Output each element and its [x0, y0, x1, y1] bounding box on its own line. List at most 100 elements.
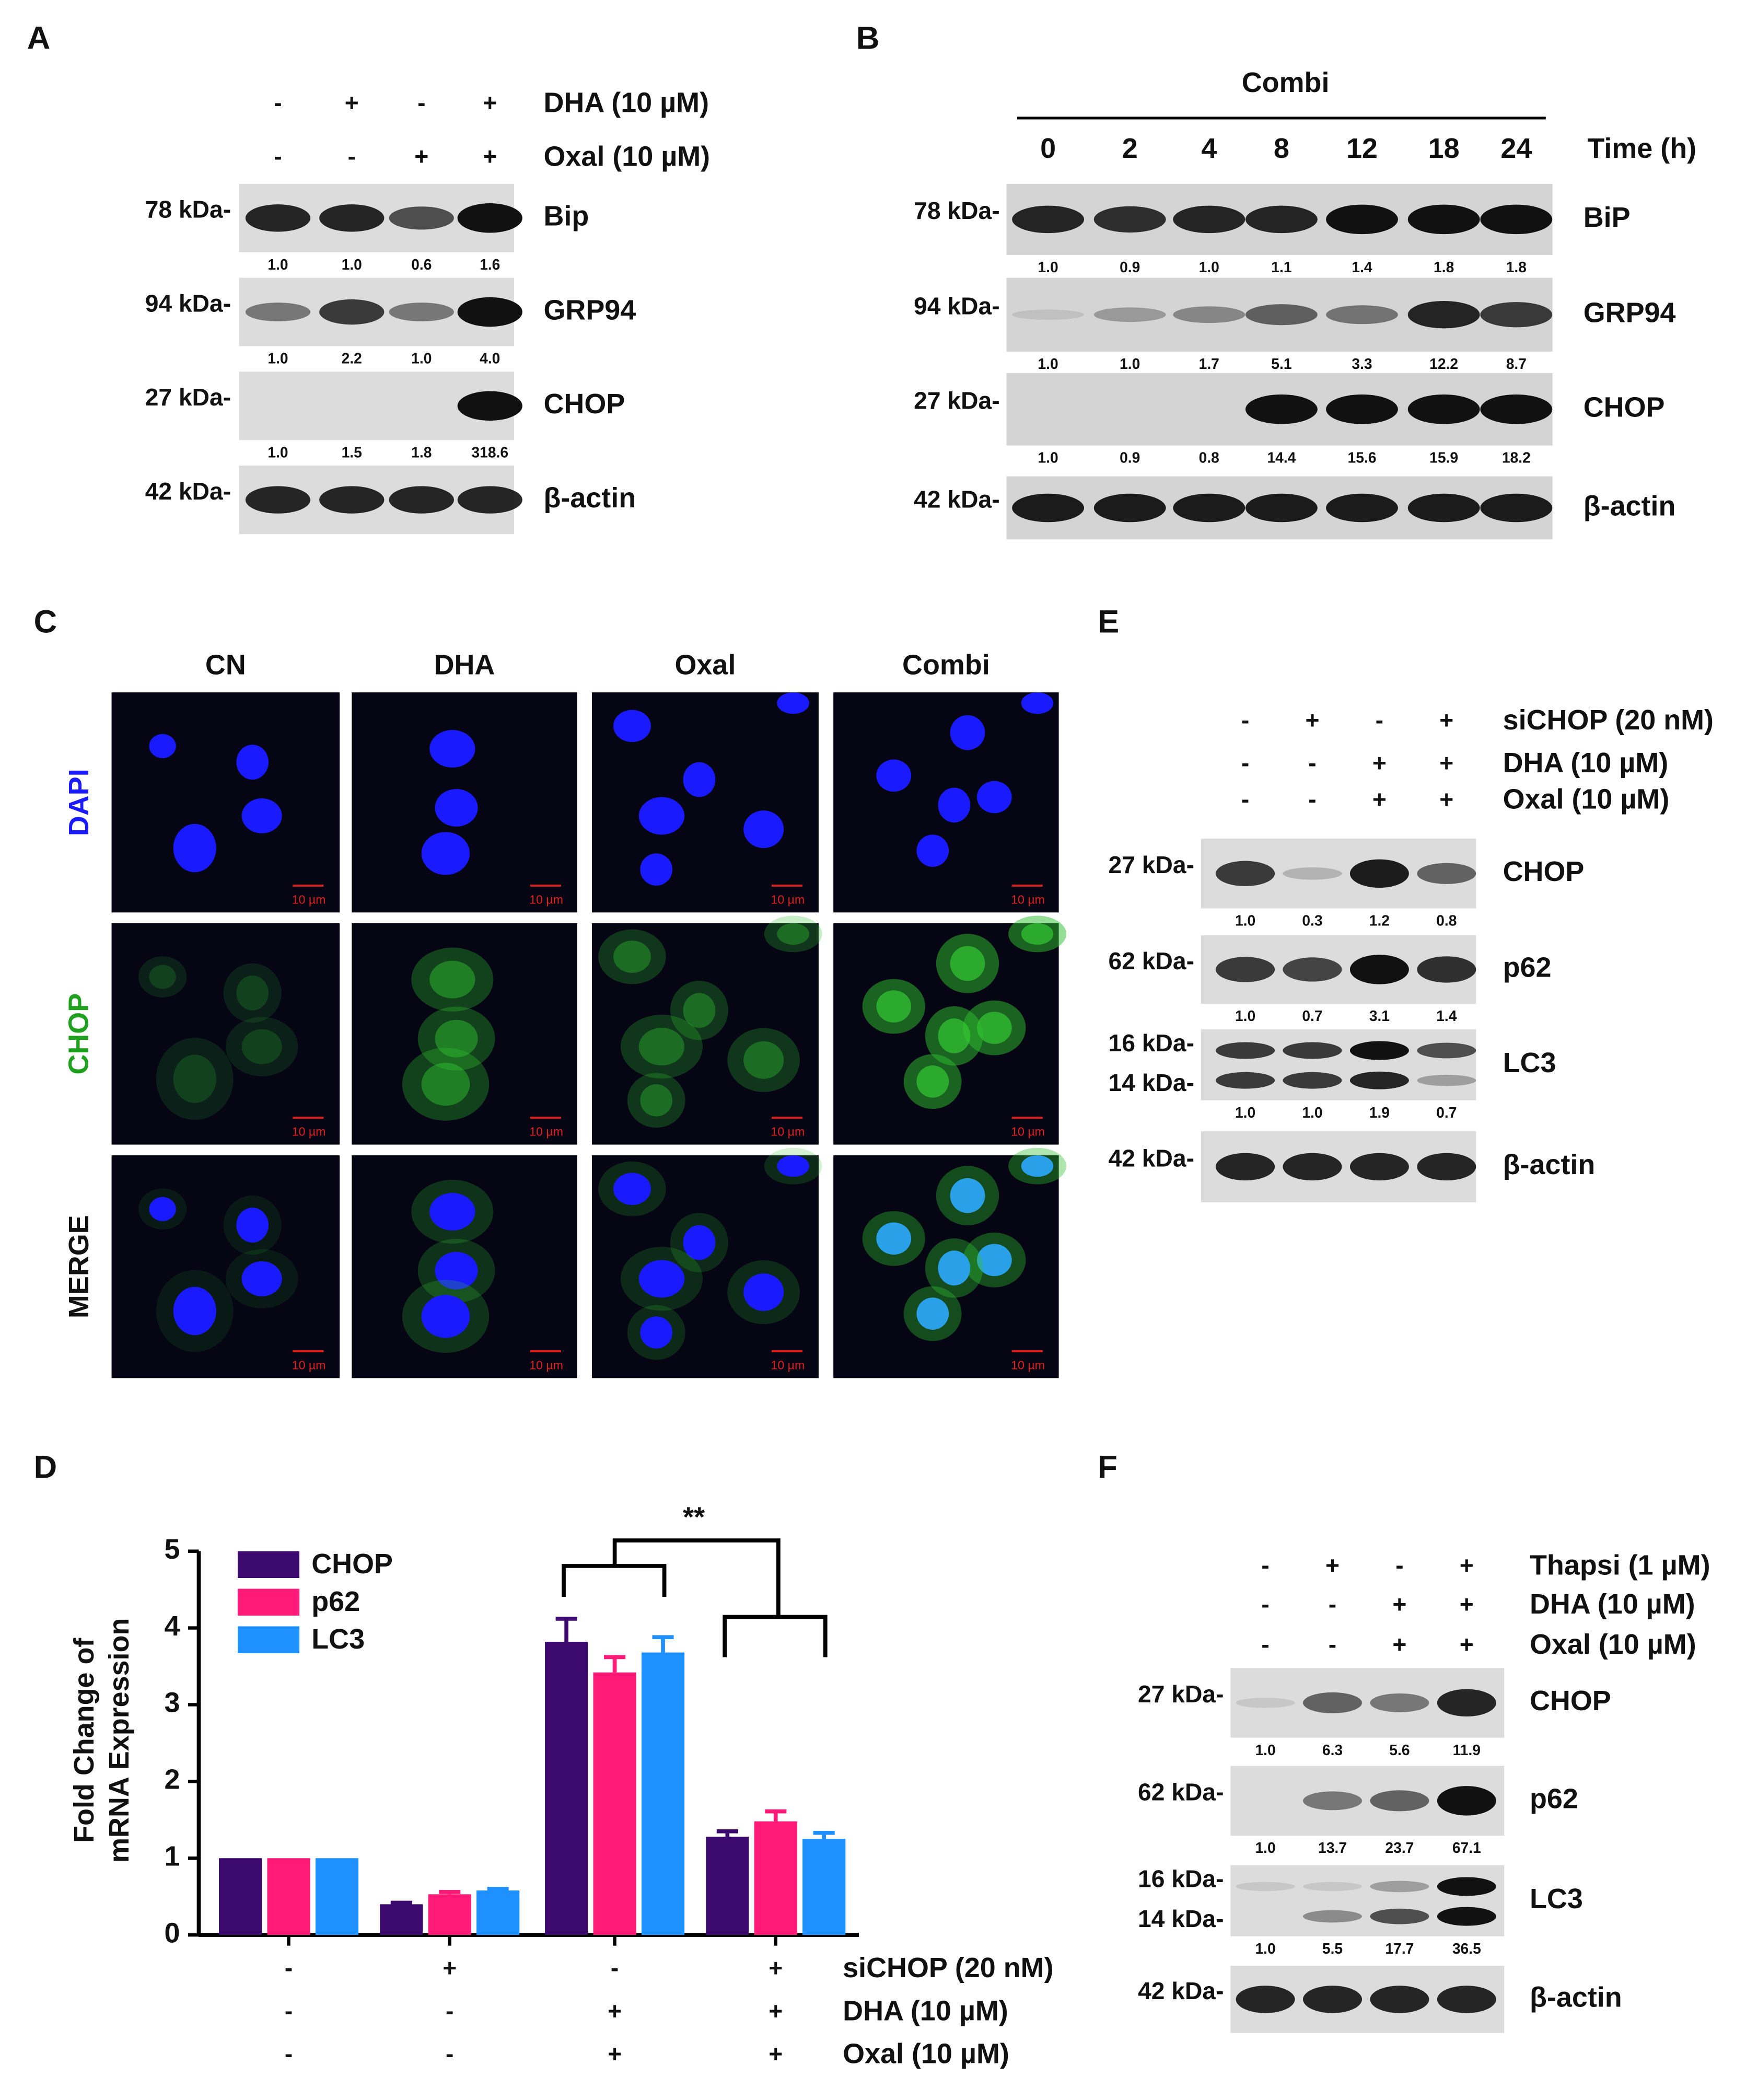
quantification: 2.2	[342, 350, 362, 367]
blot-band	[1417, 956, 1476, 983]
nucleus	[613, 1173, 651, 1205]
column-label: Oxal	[675, 649, 736, 681]
blot-band	[1349, 1153, 1409, 1181]
protein-label: Bip	[543, 201, 589, 232]
chop-signal	[1021, 923, 1054, 945]
blot-band	[1326, 305, 1398, 324]
blot-band	[1216, 957, 1275, 982]
quantification: 1.0	[1038, 259, 1058, 275]
column-label: DHA	[434, 649, 495, 681]
chop-signal	[138, 956, 187, 997]
chop-signal	[411, 947, 494, 1012]
scale-bar-label: 10 µm	[292, 892, 326, 906]
kda-marker: 42 kDa-	[1138, 1977, 1224, 2004]
chop-signal	[236, 975, 269, 1011]
blot-band	[1370, 1986, 1429, 2013]
nucleus	[876, 759, 912, 792]
blot-band	[1480, 493, 1553, 523]
treatment-sign: -	[1261, 1552, 1269, 1579]
chop-signal	[638, 1028, 685, 1066]
bar	[706, 1837, 749, 1935]
quantification: 1.8	[411, 444, 432, 460]
protein-label: BiP	[1584, 202, 1631, 233]
quantification: 5.1	[1271, 355, 1291, 372]
blot-band	[1480, 302, 1553, 328]
protein-label: CHOP	[1503, 856, 1585, 887]
nucleus	[976, 1244, 1012, 1277]
treatment-sign: -	[1308, 785, 1316, 813]
nucleus	[640, 853, 673, 886]
quantification: 11.9	[1453, 1742, 1481, 1758]
blot-band	[1303, 1910, 1362, 1923]
kda-marker: 62 kDa-	[1109, 947, 1194, 974]
treatment-sign: -	[348, 143, 356, 170]
treatment-label: Oxal (10 µM)	[1530, 1629, 1696, 1660]
blot-band	[1245, 304, 1318, 326]
quantification: 1.0	[1255, 1940, 1275, 1957]
chop-signal	[417, 1006, 495, 1071]
blot-band	[389, 206, 454, 230]
blot-band	[1407, 395, 1480, 424]
quantification: 1.8	[1434, 259, 1454, 275]
blot-band	[1480, 204, 1553, 235]
blot-band	[319, 204, 385, 232]
chop-signal	[429, 960, 475, 999]
nucleus	[638, 797, 685, 835]
blot-band	[1093, 493, 1166, 523]
kda-marker: 42 kDa-	[145, 478, 231, 505]
nucleus	[173, 823, 216, 873]
blot-band	[1236, 1698, 1295, 1708]
quantification: 1.0	[1235, 1007, 1255, 1024]
treatment-sign: +	[1460, 1631, 1474, 1658]
quantification: 1.0	[267, 350, 288, 367]
nucleus	[638, 1260, 685, 1298]
significance-label: **	[683, 1501, 705, 1533]
blot-band	[1326, 493, 1398, 523]
blot-band	[1349, 859, 1409, 888]
blot-band	[389, 303, 454, 322]
quantification: 67.1	[1452, 1839, 1481, 1856]
bar	[476, 1890, 520, 1935]
quantification: 1.2	[1369, 912, 1390, 929]
blot-band	[1407, 301, 1480, 329]
legend-swatch	[237, 1551, 300, 1579]
quantification: 0.9	[1120, 449, 1140, 466]
quantification: 5.6	[1389, 1742, 1410, 1758]
legend-label: p62	[311, 1586, 360, 1617]
blot-band	[1480, 395, 1553, 424]
quantification: 4.0	[480, 350, 500, 367]
quantification: 1.0	[1038, 355, 1058, 372]
treatment-label: DHA (10 µM)	[543, 87, 709, 119]
chop-signal	[613, 941, 651, 973]
quantification: 318.6	[471, 444, 508, 460]
kda-marker: 27 kDa-	[145, 384, 231, 411]
kda-marker: 27 kDa-	[914, 387, 999, 414]
treatment-sign: -	[1376, 706, 1383, 734]
blot-band	[1283, 1153, 1342, 1181]
legend-swatch	[237, 1626, 300, 1653]
panel-letter: B	[856, 20, 880, 56]
blot-band	[457, 391, 522, 421]
quantification: 5.5	[1322, 1940, 1343, 1957]
chop-signal	[743, 1041, 784, 1079]
chop-signal	[627, 1073, 685, 1128]
scale-bar-label: 10 µm	[1011, 1358, 1045, 1372]
blot-band	[457, 486, 522, 514]
micrograph	[111, 692, 340, 913]
chop-signal	[916, 1065, 949, 1098]
protein-label: β-actin	[543, 482, 636, 514]
y-tick-label: 5	[165, 1534, 180, 1565]
scale-bar-label: 10 µm	[771, 1358, 805, 1372]
nucleus	[938, 787, 971, 823]
nucleus	[173, 1286, 216, 1336]
treatment-sign: -	[1241, 785, 1249, 813]
quantification: 1.8	[1506, 259, 1527, 275]
quantification: 1.0	[1120, 355, 1140, 372]
bar	[428, 1894, 471, 1935]
nucleus	[743, 1273, 784, 1311]
quantification: 18.2	[1502, 449, 1531, 466]
nucleus	[876, 1222, 912, 1255]
nucleus	[435, 1251, 478, 1290]
row-label: DAPI	[63, 769, 95, 836]
condition-sign: -	[611, 1954, 619, 1981]
